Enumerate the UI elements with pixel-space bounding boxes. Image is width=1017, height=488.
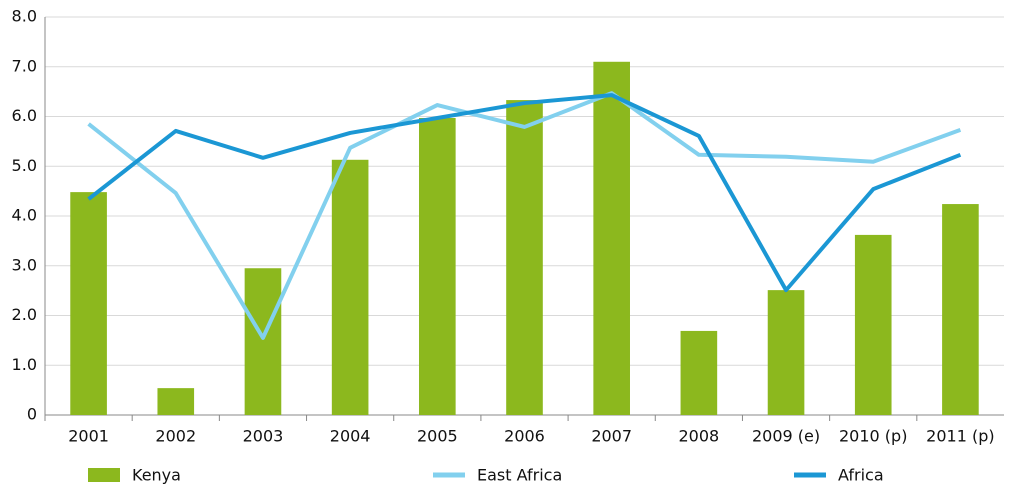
y-tick-label: 6.0 bbox=[12, 106, 37, 125]
x-tick-label: 2011 (p) bbox=[926, 427, 994, 446]
x-tick-label: 2001 bbox=[68, 427, 109, 446]
y-tick-label: 0 bbox=[27, 405, 37, 424]
x-tick-label: 2006 bbox=[504, 427, 545, 446]
y-tick-label: 8.0 bbox=[12, 7, 37, 26]
legend-label: Kenya bbox=[132, 466, 181, 485]
y-tick-label: 4.0 bbox=[12, 206, 37, 225]
bar bbox=[244, 268, 282, 415]
x-tick-label: 2010 (p) bbox=[839, 427, 907, 446]
y-tick-label: 7.0 bbox=[12, 56, 37, 75]
x-tick-label: 2005 bbox=[417, 427, 458, 446]
x-tick-label: 2002 bbox=[155, 427, 196, 446]
bar bbox=[157, 388, 195, 415]
line-series bbox=[87, 91, 962, 340]
y-tick-label: 5.0 bbox=[12, 156, 37, 175]
bar bbox=[506, 100, 543, 416]
y-tick-label: 1.0 bbox=[12, 355, 37, 374]
legend-swatch bbox=[88, 468, 120, 482]
legend-label: Africa bbox=[838, 466, 884, 485]
bar bbox=[942, 204, 979, 415]
x-tick-label: 2004 bbox=[330, 427, 371, 446]
bar bbox=[419, 117, 456, 416]
y-tick-label: 2.0 bbox=[12, 305, 37, 324]
x-tick-label: 2003 bbox=[243, 427, 284, 446]
bar bbox=[680, 330, 718, 415]
bar bbox=[767, 290, 805, 415]
bar bbox=[854, 234, 892, 415]
x-tick-label: 2009 (e) bbox=[752, 427, 820, 446]
x-tick-label: 2007 bbox=[591, 427, 632, 446]
bar bbox=[70, 192, 107, 415]
legend-label: East Africa bbox=[477, 466, 562, 485]
x-tick-label: 2008 bbox=[679, 427, 720, 446]
y-tick-label: 3.0 bbox=[12, 255, 37, 274]
bar bbox=[593, 61, 630, 416]
line-series bbox=[87, 93, 962, 293]
bar bbox=[331, 159, 369, 415]
